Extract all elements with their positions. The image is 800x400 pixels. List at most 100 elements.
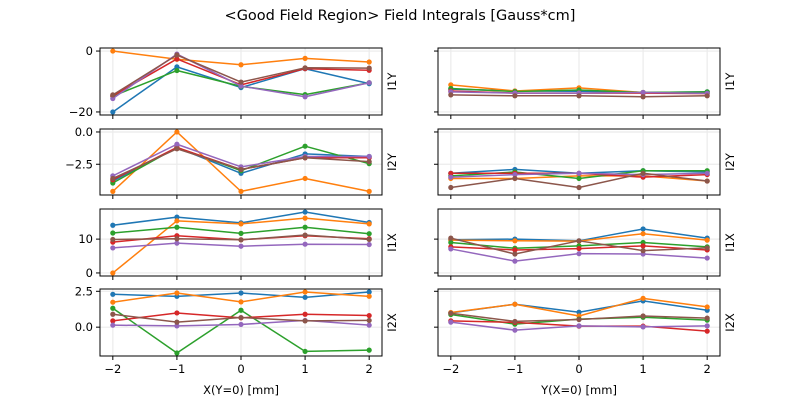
data-point-s2: [366, 188, 372, 194]
data-point-s4: [448, 170, 454, 176]
data-point-s5: [704, 255, 710, 261]
data-point-s1: [174, 64, 180, 70]
data-point-s6: [448, 184, 454, 191]
subplot-i1y-right: I1Y: [434, 47, 737, 119]
data-point-s2: [704, 237, 710, 243]
data-point-s2: [366, 221, 372, 227]
data-point-s5: [366, 80, 372, 86]
y-axis-label: I1Y: [723, 72, 737, 91]
data-point-s5: [366, 241, 372, 248]
data-point-s6: [110, 311, 116, 317]
data-point-s3: [302, 143, 308, 149]
subplot-i1y-left: 0 −20 I1Y: [69, 44, 399, 119]
data-point-s2: [110, 299, 116, 305]
data-point-s3: [448, 239, 454, 246]
data-point-s5: [640, 324, 646, 330]
data-point-s5: [704, 170, 710, 176]
x-tick-label: −1: [168, 362, 185, 376]
data-point-s4: [576, 245, 582, 252]
data-point-s1: [238, 290, 244, 296]
data-point-s6: [174, 236, 180, 242]
data-point-s6: [366, 317, 372, 324]
data-point-s2: [174, 218, 180, 224]
data-point-s6: [576, 316, 582, 323]
data-point-s3: [238, 230, 244, 236]
data-point-s5: [448, 319, 454, 325]
data-point-s2: [640, 295, 646, 301]
data-point-s3: [110, 305, 116, 311]
y-axis-label: I1X: [385, 233, 399, 252]
data-point-s5: [110, 245, 116, 251]
x-tick-label: −2: [442, 362, 459, 376]
data-point-s6: [174, 146, 180, 152]
data-point-s6: [640, 170, 646, 176]
x-tick-label: 1: [301, 362, 308, 376]
data-point-s5: [448, 246, 454, 252]
data-point-s6: [512, 93, 518, 99]
y-tick-label: −20: [69, 105, 93, 119]
data-point-s3: [238, 307, 244, 313]
subplot-i2y-left: 0.0 −2.5 I2Y: [65, 125, 399, 199]
data-point-s5: [704, 323, 710, 329]
data-point-s3: [576, 175, 582, 182]
x-tick-label: −1: [506, 362, 523, 376]
data-point-s3: [366, 347, 372, 353]
data-point-s5: [640, 89, 646, 96]
data-point-s5: [576, 170, 582, 176]
data-point-s6: [174, 52, 180, 58]
subplot-i2y-right: I2Y: [434, 128, 737, 199]
data-point-s6: [448, 310, 454, 316]
data-point-s3: [174, 67, 180, 74]
data-point-s6: [174, 319, 180, 325]
data-point-s2: [366, 59, 372, 65]
y-axis-label: I1Y: [385, 72, 399, 91]
data-point-s3: [366, 231, 372, 237]
data-point-s6: [576, 93, 582, 99]
data-point-s5: [576, 251, 582, 257]
data-point-s2: [366, 293, 372, 299]
data-point-s2: [238, 221, 244, 227]
data-point-s6: [576, 184, 582, 191]
data-point-s2: [704, 304, 710, 310]
data-point-s4: [174, 56, 180, 62]
data-point-s6: [302, 65, 308, 71]
data-point-s2: [302, 55, 308, 61]
subplot-i1x-left: 10 0 I1X: [78, 208, 399, 280]
data-point-s6: [366, 236, 372, 243]
data-point-s3: [110, 230, 116, 236]
y-tick-label: 10: [78, 232, 93, 246]
data-point-s5: [174, 141, 180, 147]
data-point-s2: [174, 129, 180, 135]
subplot-i2x-right: −2 −1 0 1 2 I2X Y(X=0) [mm]: [434, 288, 737, 397]
data-point-s5: [238, 321, 244, 328]
data-point-s6: [512, 175, 518, 182]
data-point-s5: [448, 174, 454, 180]
data-point-s2: [238, 299, 244, 305]
x-tick-label: 0: [237, 362, 244, 376]
data-point-s3: [174, 224, 180, 230]
data-point-s6: [704, 315, 710, 321]
data-point-s4: [640, 243, 646, 249]
data-point-s1: [110, 222, 116, 228]
data-point-s4: [174, 310, 180, 316]
y-tick-label: 0.0: [75, 125, 93, 139]
data-point-s2: [302, 289, 308, 295]
data-point-s6: [512, 251, 518, 257]
data-point-s6: [302, 232, 308, 238]
data-point-s2: [238, 188, 244, 194]
x-tick-label: 2: [366, 362, 373, 376]
data-point-s4: [302, 311, 308, 317]
data-point-s6: [238, 314, 244, 321]
data-point-s5: [110, 322, 116, 328]
data-point-s1: [174, 214, 180, 220]
data-point-s1: [640, 226, 646, 232]
data-point-s4: [512, 247, 518, 253]
x-tick-label: 0: [575, 362, 582, 376]
data-point-s6: [640, 94, 646, 100]
data-point-s6: [238, 166, 244, 173]
data-point-s5: [238, 243, 244, 249]
data-point-s1: [366, 289, 372, 295]
data-point-s5: [366, 322, 372, 328]
data-point-s6: [302, 155, 308, 161]
